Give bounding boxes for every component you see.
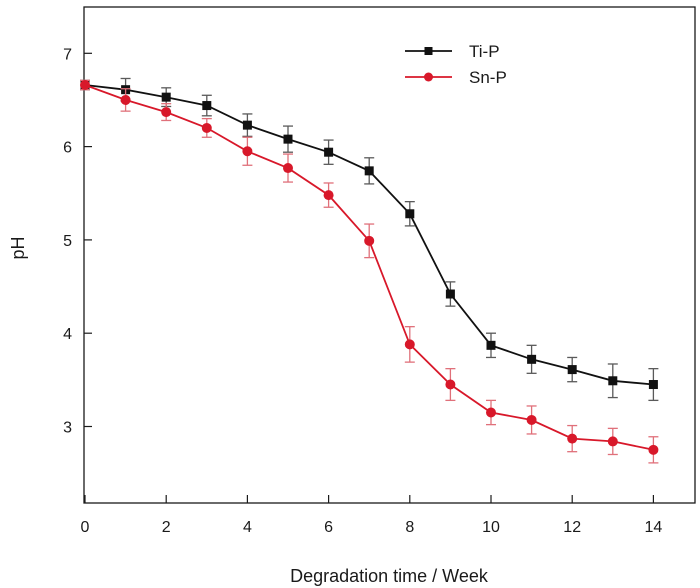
series-ti-p (80, 77, 659, 402)
data-point (567, 365, 577, 375)
series-sn-p (80, 79, 659, 464)
data-point (120, 94, 131, 105)
x-tick-label: 12 (563, 519, 581, 536)
data-point (527, 354, 537, 364)
x-tick-label: 14 (645, 519, 663, 536)
legend-label-sn-p: Sn-P (469, 68, 507, 87)
data-point (202, 101, 212, 111)
data-point (242, 120, 252, 130)
data-point (648, 380, 658, 390)
y-axis: 3 4 5 6 7 (63, 46, 92, 437)
data-point (445, 379, 456, 390)
data-point (608, 376, 618, 386)
y-tick-label: 4 (63, 326, 72, 343)
y-tick-label: 6 (63, 140, 72, 157)
data-point (404, 339, 415, 350)
series-line (84, 84, 654, 451)
data-point (364, 235, 375, 246)
plot-frame (83, 6, 696, 504)
data-point (242, 146, 253, 157)
data-point (283, 163, 293, 174)
y-tick-label: 3 (63, 420, 72, 437)
x-tick-label: 0 (81, 519, 90, 536)
data-point (283, 134, 293, 144)
data-point (445, 289, 455, 299)
legend-marker-ti-p (424, 47, 433, 55)
data-point (201, 122, 212, 133)
y-axis-title: pH (8, 236, 28, 259)
legend-label-ti-p: Ti-P (469, 42, 500, 61)
x-tick-label: 2 (162, 519, 171, 536)
data-point (161, 107, 172, 118)
y-tick-label: 7 (63, 46, 72, 63)
x-tick-label: 10 (482, 519, 500, 536)
legend: Ti-P Sn-P (405, 42, 507, 87)
x-tick-label: 4 (243, 519, 252, 536)
y-tick-label: 5 (63, 233, 72, 250)
x-axis-title: Degradation time / Week (290, 566, 489, 586)
data-point (607, 436, 618, 447)
series-layer (80, 77, 659, 464)
data-point (364, 166, 374, 176)
x-tick-label: 6 (324, 519, 333, 536)
data-point (324, 147, 334, 157)
data-point (161, 92, 171, 102)
data-point (648, 444, 659, 455)
data-point (526, 414, 537, 425)
legend-marker-sn-p (424, 72, 433, 82)
data-point (405, 209, 415, 219)
x-tick-label: 8 (405, 519, 414, 536)
x-axis: 0 2 4 6 8 10 12 14 (81, 495, 663, 536)
data-point (323, 190, 334, 201)
data-point (80, 80, 90, 91)
data-point (486, 407, 496, 418)
data-point (486, 340, 496, 350)
data-point (567, 433, 578, 444)
